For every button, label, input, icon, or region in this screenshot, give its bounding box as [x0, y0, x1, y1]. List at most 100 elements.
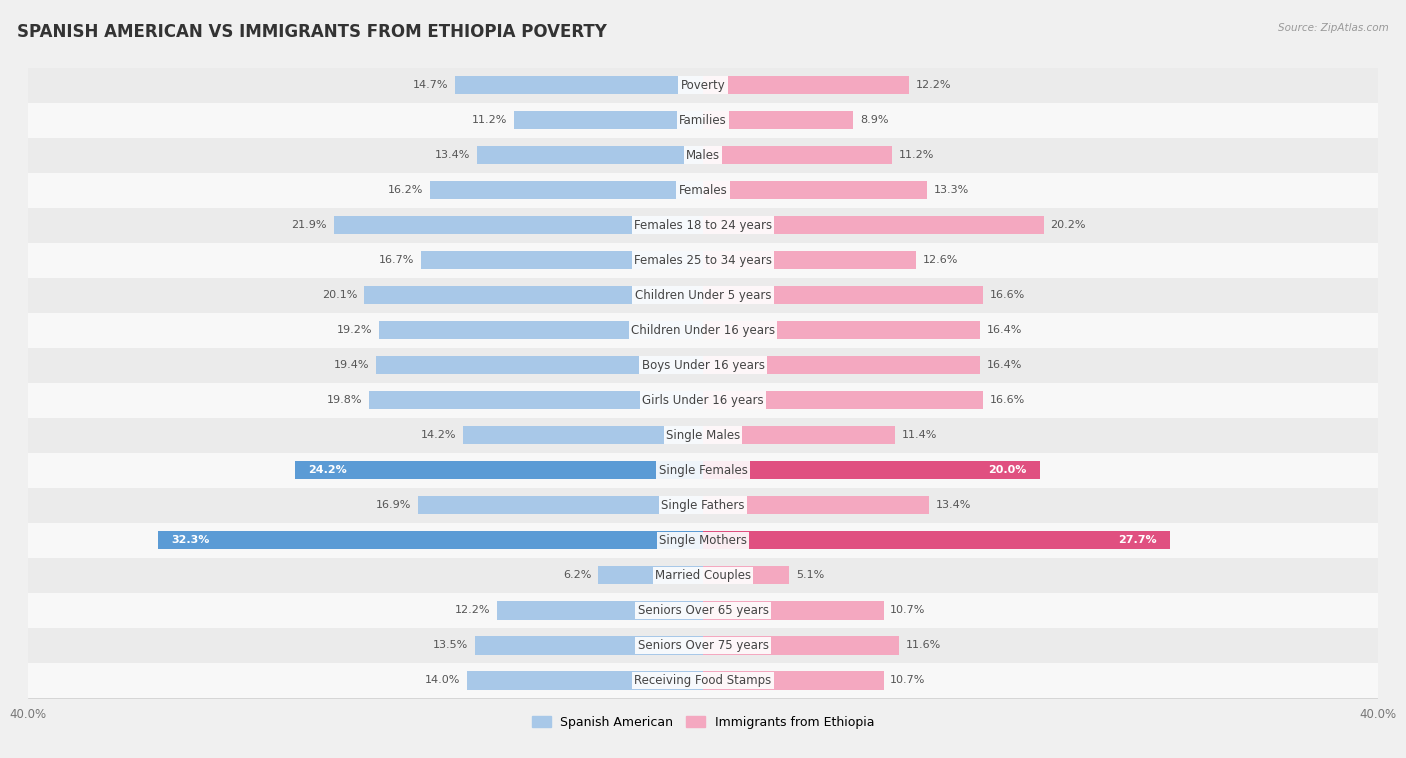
Text: 21.9%: 21.9% [291, 221, 326, 230]
Text: Children Under 5 years: Children Under 5 years [634, 289, 772, 302]
Bar [28, 102, 1378, 138]
Text: 32.3%: 32.3% [172, 535, 209, 545]
Text: Boys Under 16 years: Boys Under 16 years [641, 359, 765, 371]
Text: 24.2%: 24.2% [308, 465, 347, 475]
Bar [703, 146, 891, 164]
Text: 6.2%: 6.2% [564, 570, 592, 581]
Bar [467, 672, 703, 690]
Bar [28, 348, 1378, 383]
Bar [703, 636, 898, 654]
Text: Single Females: Single Females [658, 464, 748, 477]
Bar [475, 636, 703, 654]
Bar [430, 181, 703, 199]
Text: Receiving Food Stamps: Receiving Food Stamps [634, 674, 772, 687]
Text: 16.6%: 16.6% [990, 290, 1025, 300]
Bar [703, 286, 983, 305]
Text: 16.7%: 16.7% [380, 255, 415, 265]
Text: 19.8%: 19.8% [326, 396, 363, 406]
Text: 12.6%: 12.6% [922, 255, 957, 265]
Text: 10.7%: 10.7% [890, 675, 925, 685]
Bar [157, 531, 703, 550]
Text: Males: Males [686, 149, 720, 161]
Text: SPANISH AMERICAN VS IMMIGRANTS FROM ETHIOPIA POVERTY: SPANISH AMERICAN VS IMMIGRANTS FROM ETHI… [17, 23, 607, 41]
Text: 11.4%: 11.4% [903, 431, 938, 440]
Bar [703, 426, 896, 444]
Text: 16.2%: 16.2% [388, 185, 423, 196]
Bar [456, 76, 703, 94]
Bar [703, 531, 1170, 550]
Text: 11.6%: 11.6% [905, 641, 941, 650]
Text: Source: ZipAtlas.com: Source: ZipAtlas.com [1278, 23, 1389, 33]
Bar [703, 356, 980, 374]
Text: 13.3%: 13.3% [934, 185, 969, 196]
Bar [498, 601, 703, 619]
Text: 11.2%: 11.2% [472, 115, 508, 125]
Bar [703, 391, 983, 409]
Text: 14.7%: 14.7% [413, 80, 449, 90]
Text: Females 25 to 34 years: Females 25 to 34 years [634, 254, 772, 267]
Bar [28, 558, 1378, 593]
Text: 20.1%: 20.1% [322, 290, 357, 300]
Bar [375, 356, 703, 374]
Text: 13.4%: 13.4% [936, 500, 972, 510]
Bar [28, 418, 1378, 453]
Bar [422, 251, 703, 269]
Text: 14.0%: 14.0% [425, 675, 460, 685]
Bar [703, 181, 928, 199]
Text: Single Fathers: Single Fathers [661, 499, 745, 512]
Text: 8.9%: 8.9% [860, 115, 889, 125]
Bar [333, 216, 703, 234]
Bar [28, 173, 1378, 208]
Text: Seniors Over 75 years: Seniors Over 75 years [637, 639, 769, 652]
Text: Single Males: Single Males [666, 429, 740, 442]
Bar [295, 461, 703, 479]
Bar [28, 243, 1378, 277]
Text: Girls Under 16 years: Girls Under 16 years [643, 394, 763, 407]
Bar [515, 111, 703, 130]
Text: 5.1%: 5.1% [796, 570, 824, 581]
Bar [703, 76, 908, 94]
Bar [364, 286, 703, 305]
Bar [28, 313, 1378, 348]
Bar [28, 208, 1378, 243]
Bar [599, 566, 703, 584]
Text: 16.4%: 16.4% [987, 360, 1022, 370]
Text: 19.2%: 19.2% [337, 325, 373, 335]
Text: 12.2%: 12.2% [456, 606, 491, 615]
Text: 16.6%: 16.6% [990, 396, 1025, 406]
Text: Females: Females [679, 183, 727, 196]
Text: 11.2%: 11.2% [898, 150, 934, 160]
Bar [703, 216, 1043, 234]
Text: 12.2%: 12.2% [915, 80, 950, 90]
Text: 13.5%: 13.5% [433, 641, 468, 650]
Legend: Spanish American, Immigrants from Ethiopia: Spanish American, Immigrants from Ethiop… [527, 711, 879, 735]
Bar [28, 67, 1378, 102]
Text: Single Mothers: Single Mothers [659, 534, 747, 547]
Bar [703, 321, 980, 340]
Bar [703, 251, 915, 269]
Text: 14.2%: 14.2% [422, 431, 457, 440]
Text: 20.0%: 20.0% [988, 465, 1026, 475]
Bar [703, 672, 883, 690]
Bar [703, 566, 789, 584]
Text: 10.7%: 10.7% [890, 606, 925, 615]
Bar [703, 601, 883, 619]
Bar [368, 391, 703, 409]
Bar [28, 523, 1378, 558]
Bar [28, 138, 1378, 173]
Bar [28, 628, 1378, 663]
Text: Poverty: Poverty [681, 79, 725, 92]
Text: Married Couples: Married Couples [655, 569, 751, 582]
Bar [28, 593, 1378, 628]
Text: 19.4%: 19.4% [333, 360, 368, 370]
Bar [464, 426, 703, 444]
Bar [380, 321, 703, 340]
Text: 20.2%: 20.2% [1050, 221, 1085, 230]
Bar [28, 453, 1378, 488]
Bar [703, 461, 1040, 479]
Bar [418, 496, 703, 515]
Bar [28, 277, 1378, 313]
Text: 13.4%: 13.4% [434, 150, 470, 160]
Text: Children Under 16 years: Children Under 16 years [631, 324, 775, 337]
Bar [28, 488, 1378, 523]
